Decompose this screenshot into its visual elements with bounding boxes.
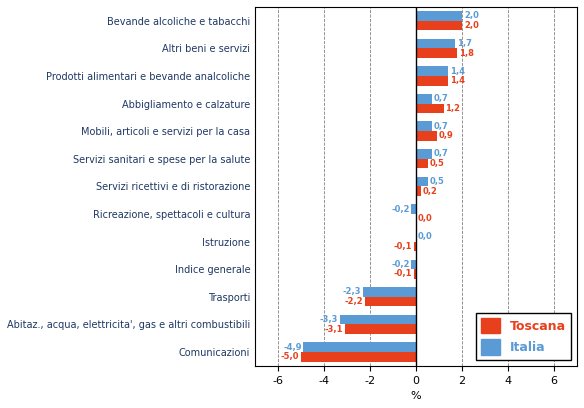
Bar <box>416 21 462 31</box>
Bar <box>412 204 416 214</box>
Bar <box>301 352 416 361</box>
Bar <box>363 287 416 297</box>
Text: 0,5: 0,5 <box>429 159 444 168</box>
Text: 0,0: 0,0 <box>418 214 433 223</box>
Bar <box>416 177 427 186</box>
Text: -3,1: -3,1 <box>325 325 343 334</box>
Bar <box>366 297 416 306</box>
Text: 0,9: 0,9 <box>439 131 453 140</box>
Legend: Toscana, Italia: Toscana, Italia <box>476 313 571 359</box>
Text: 2,0: 2,0 <box>464 11 479 20</box>
Bar <box>416 76 449 86</box>
Text: -0,1: -0,1 <box>394 270 412 279</box>
Bar <box>416 11 462 21</box>
Bar <box>416 94 432 104</box>
Bar <box>413 242 416 251</box>
Bar <box>416 186 420 196</box>
Text: -0,2: -0,2 <box>391 205 409 214</box>
Text: -0,1: -0,1 <box>394 242 412 251</box>
Bar <box>416 131 437 141</box>
Bar <box>416 122 432 131</box>
Bar <box>416 104 444 113</box>
Text: -4,9: -4,9 <box>283 343 301 352</box>
Bar <box>416 159 427 169</box>
Text: -2,2: -2,2 <box>345 297 364 306</box>
Bar <box>416 149 432 159</box>
Text: 0,0: 0,0 <box>418 232 433 241</box>
Text: -0,2: -0,2 <box>391 260 409 269</box>
Text: 0,7: 0,7 <box>434 149 449 158</box>
Bar <box>303 342 416 352</box>
Text: -3,3: -3,3 <box>320 315 338 324</box>
Text: 1,7: 1,7 <box>457 39 472 48</box>
Bar <box>340 315 416 324</box>
Text: 1,4: 1,4 <box>450 76 465 85</box>
Text: 1,8: 1,8 <box>459 49 474 58</box>
Text: -5,0: -5,0 <box>281 352 299 361</box>
X-axis label: %: % <box>411 391 422 401</box>
Text: 1,2: 1,2 <box>446 104 461 113</box>
Bar <box>345 324 416 334</box>
Bar <box>416 49 457 58</box>
Bar <box>413 269 416 279</box>
Text: 0,5: 0,5 <box>429 177 444 186</box>
Text: 2,0: 2,0 <box>464 21 479 30</box>
Bar <box>416 39 455 49</box>
Text: 0,2: 0,2 <box>422 187 437 196</box>
Text: 0,7: 0,7 <box>434 94 449 103</box>
Text: -2,3: -2,3 <box>343 288 361 297</box>
Bar <box>412 259 416 269</box>
Bar <box>416 66 449 76</box>
Text: 1,4: 1,4 <box>450 67 465 75</box>
Text: 0,7: 0,7 <box>434 122 449 131</box>
